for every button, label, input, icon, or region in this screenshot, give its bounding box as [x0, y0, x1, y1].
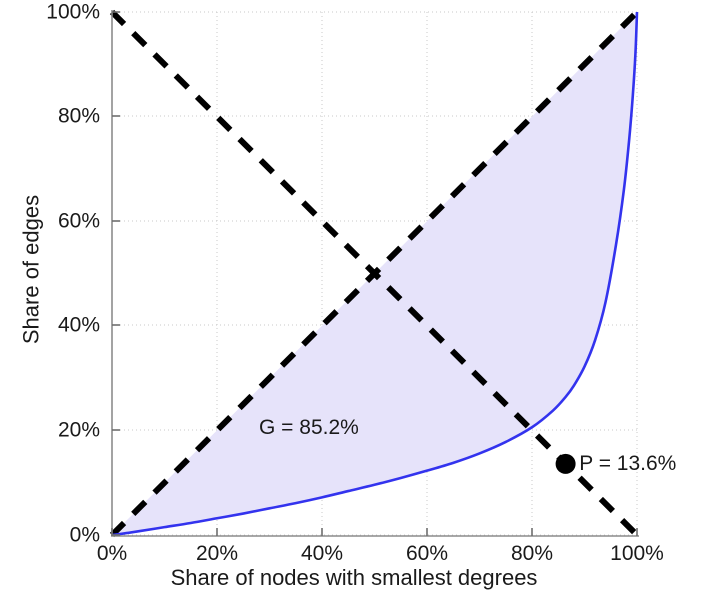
- x-tick-label-80: 80%: [510, 542, 554, 565]
- x-tick-label-100: 100%: [610, 542, 664, 565]
- y-tick-label-100: 100%: [46, 0, 100, 24]
- y-tick-label-0: 0%: [69, 523, 100, 547]
- x-axis-label: Share of nodes with smallest degrees: [170, 565, 538, 590]
- x-tick-label-40: 40%: [300, 542, 344, 565]
- y-tick-label-60: 60%: [57, 209, 100, 233]
- lorenz-curve: [111, 11, 639, 537]
- y-tick-label-40: 40%: [57, 313, 100, 337]
- y-tick-label-80: 80%: [57, 104, 100, 128]
- y-axis-label: Share of edges: [18, 194, 44, 345]
- anti-diagonal-line: [109, 9, 640, 538]
- x-tick-label-60: 60%: [405, 542, 449, 565]
- y-tick-label-20: 20%: [57, 418, 100, 442]
- y-axis-label-wrapper: Share of edges: [18, 0, 44, 550]
- p-point-marker: [555, 453, 576, 474]
- x-tick-label-0: 0%: [96, 542, 128, 565]
- axis-spines: [111, 10, 639, 537]
- x-tick-label-20: 20%: [195, 542, 239, 565]
- axis-ticks: [111, 11, 638, 536]
- p-annotation: P = 13.6%: [579, 451, 677, 475]
- gini-annotation: G = 85.2%: [259, 415, 359, 439]
